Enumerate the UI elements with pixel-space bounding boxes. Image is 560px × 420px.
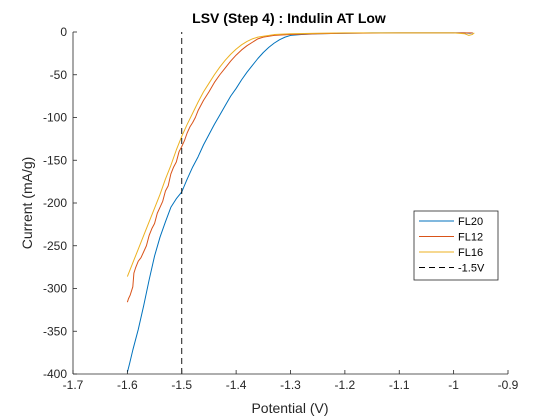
y-tick-label: -300 bbox=[43, 282, 67, 296]
y-tick-label: -400 bbox=[43, 367, 67, 381]
y-tick-label: -200 bbox=[43, 196, 67, 210]
x-tick-label: -1.6 bbox=[117, 378, 138, 392]
plot-frame bbox=[73, 32, 508, 374]
x-tick-label: -1.4 bbox=[226, 378, 247, 392]
x-tick-label: -1.3 bbox=[280, 378, 301, 392]
x-tick-label: -1 bbox=[448, 378, 459, 392]
axes-layer: -1.7 -1.6 -1.5 -1.4 -1.3 -1.2 -1.1 -1 -0.9 -400 -3… bbox=[43, 25, 519, 392]
x-tick-label: -1.2 bbox=[335, 378, 356, 392]
legend-label: FL12 bbox=[458, 232, 483, 244]
x-axis-label: Potential (V) bbox=[251, 400, 328, 416]
y-tick-label: -250 bbox=[43, 239, 67, 253]
y-tick-label: -100 bbox=[43, 111, 67, 125]
legend-box bbox=[413, 210, 499, 281]
series-line-fl12 bbox=[126, 32, 473, 303]
chart-title: LSV (Step 4) : Indulin AT Low bbox=[192, 10, 386, 26]
x-tick-label: -1.7 bbox=[63, 378, 84, 392]
x-tick-label: -1.1 bbox=[389, 378, 410, 392]
series-layer bbox=[126, 32, 475, 374]
x-tick-label: -0.9 bbox=[498, 378, 519, 392]
y-axis-label: Current (mA/g) bbox=[19, 157, 35, 250]
plot-area: -1.7 -1.6 -1.5 -1.4 -1.3 -1.2 -1.1 -1 -0.9 -400 -3… bbox=[43, 25, 519, 392]
x-tick-label: -1.5 bbox=[171, 378, 192, 392]
y-tick-label: -50 bbox=[50, 68, 68, 82]
legend: FL20 FL12 FL16 -1.5V bbox=[413, 210, 499, 281]
legend-label: FL16 bbox=[458, 247, 483, 259]
y-tick-label: -350 bbox=[43, 324, 67, 338]
legend-label: FL20 bbox=[458, 216, 483, 228]
y-tick-label: 0 bbox=[60, 25, 67, 39]
y-tick-label: -150 bbox=[43, 153, 67, 167]
legend-label: -1.5V bbox=[458, 263, 485, 275]
series-line-fl16 bbox=[126, 32, 475, 277]
